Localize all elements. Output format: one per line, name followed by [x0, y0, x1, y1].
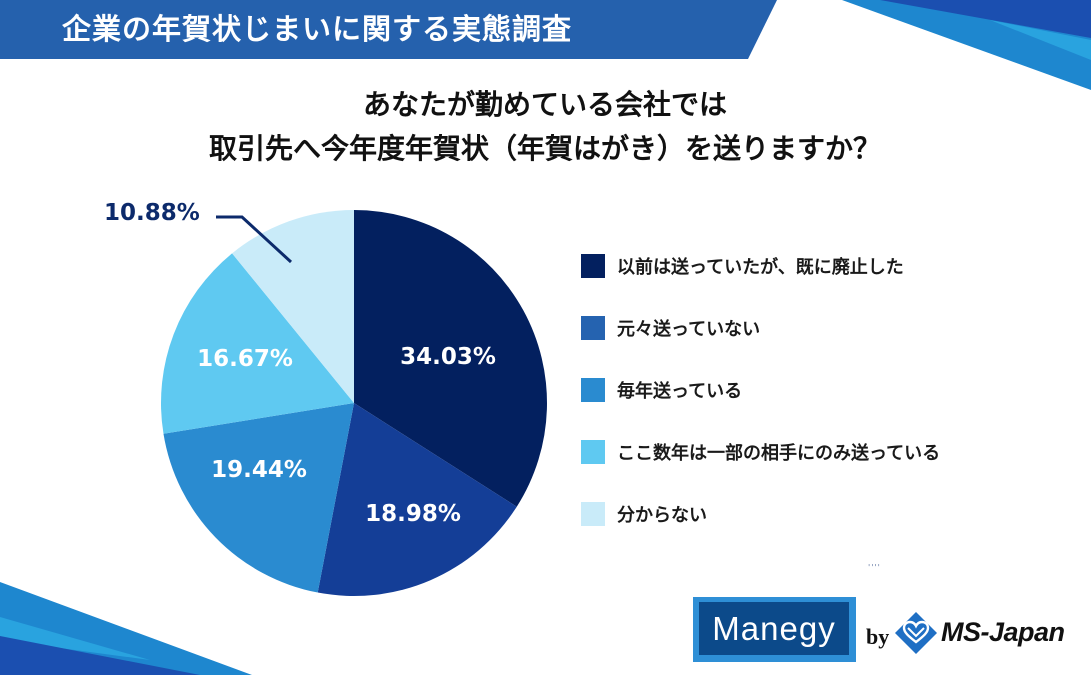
callout-label-unknown: 10.88%: [104, 200, 200, 226]
slice-label-every-year: 19.44%: [211, 457, 307, 483]
legend-swatch: [581, 440, 605, 464]
legend-label: 以前は送っていたが、既に廃止した: [617, 257, 904, 278]
legend-item-unknown: 分からない: [581, 501, 707, 527]
pie-slice: [232, 210, 354, 403]
banner-title: 企業の年賀状じまいに関する実態調査: [62, 12, 573, 46]
by-text: by: [866, 624, 890, 649]
question-line-1: あなたが勤めている会社では: [362, 88, 727, 121]
legend-item-never-sent: 元々送っていない: [581, 315, 760, 341]
question-line-2: 取引先へ今年度年賀状（年賀はがき）を送りますか？: [208, 132, 881, 165]
legend-item-some-recipients: ここ数年は一部の相手にのみ送っている: [581, 439, 940, 465]
bottom-left-stripe-cyan: [0, 617, 150, 660]
pie-slice: [163, 403, 354, 593]
legend-swatch: [581, 254, 605, 278]
top-right-stripe-dark: [880, 0, 1091, 38]
bottom-left-stripe-dark: [0, 636, 200, 675]
legend-swatch: [581, 378, 605, 402]
pie-slices: [160, 210, 547, 597]
slice-label-never-sent: 18.98%: [365, 501, 461, 527]
callout-leader-line: [216, 215, 293, 264]
pie-slice: [317, 403, 517, 597]
pie-slice: [160, 253, 354, 434]
manegy-logo: Manegy: [699, 602, 849, 655]
legend-swatch: [581, 502, 605, 526]
legend-swatch: [581, 316, 605, 340]
pie-slice: [354, 210, 547, 507]
legend-label: ここ数年は一部の相手にのみ送っている: [617, 443, 941, 464]
title-banner: [0, 0, 777, 59]
legend-label: 毎年送っている: [617, 381, 743, 402]
legend-item-abolished: 以前は送っていたが、既に廃止した: [581, 253, 904, 279]
ms-japan-wordmark: MS-Japan: [941, 617, 1065, 647]
ms-japan-diamond-heart-icon: [895, 612, 937, 654]
stray-mark: '''': [868, 563, 881, 572]
legend-item-every-year: 毎年送っている: [581, 377, 742, 403]
slice-label-abolished: 34.03%: [400, 344, 496, 370]
legend-label: 元々送っていない: [617, 319, 761, 340]
legend-label: 分からない: [617, 505, 707, 526]
top-right-stripe-cyan: [990, 20, 1091, 60]
slice-label-some-recipients: 16.67%: [197, 346, 293, 372]
